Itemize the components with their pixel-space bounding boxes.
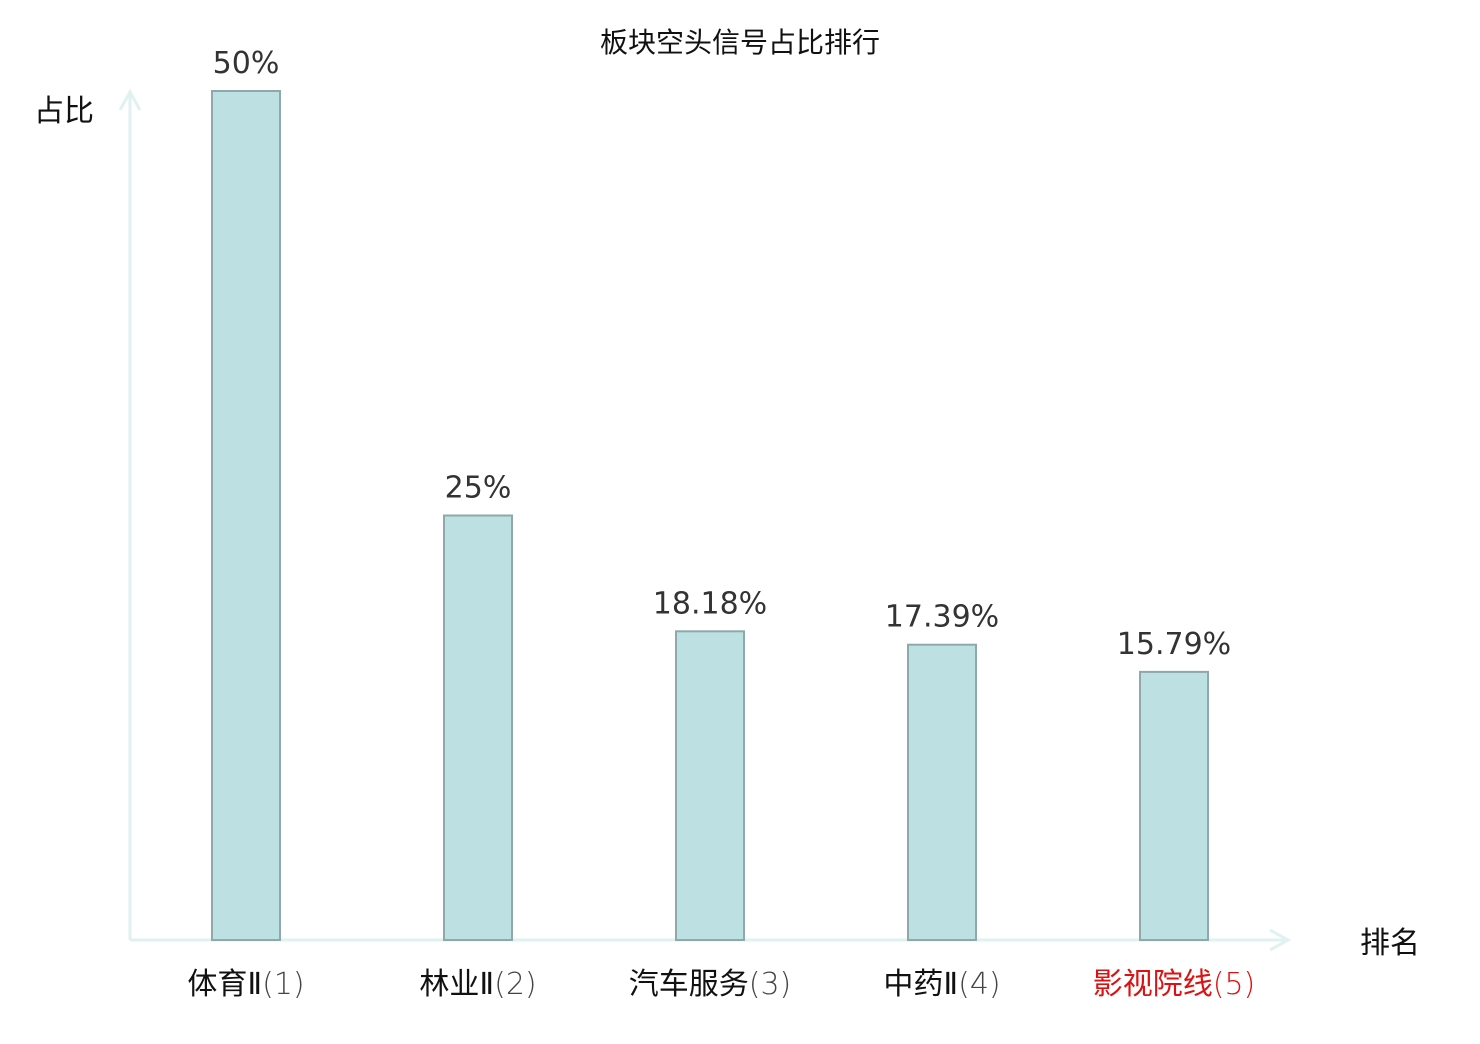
category-name: 汽车服务 bbox=[629, 967, 749, 1002]
category-name: 林业Ⅱ bbox=[419, 967, 494, 1002]
value-label: 50% bbox=[213, 46, 280, 81]
category-label: 影视院线(5) bbox=[1093, 967, 1256, 1002]
category-label: 汽车服务(3) bbox=[629, 967, 792, 1002]
bar bbox=[211, 90, 281, 941]
y-axis-label: 占比 bbox=[34, 94, 94, 129]
category-rank: (2) bbox=[494, 967, 537, 1002]
value-label: 18.18% bbox=[653, 586, 767, 621]
category-name: 中药Ⅱ bbox=[883, 967, 958, 1002]
bars-group bbox=[211, 90, 1209, 941]
category-name: 影视院线 bbox=[1093, 967, 1213, 1002]
category-name: 体育Ⅱ bbox=[187, 967, 262, 1002]
value-label: 17.39% bbox=[885, 600, 999, 635]
category-rank: (4) bbox=[958, 967, 1001, 1002]
bar bbox=[675, 630, 745, 941]
category-rank: (5) bbox=[1213, 967, 1256, 1002]
bar bbox=[1139, 670, 1209, 941]
x-axis-arrow bbox=[1269, 928, 1292, 952]
category-labels-group: 体育Ⅱ(1) 林业Ⅱ(2) 汽车服务(3) 中药Ⅱ(4) 影视院线(5) bbox=[187, 967, 1255, 1002]
bar bbox=[443, 514, 513, 941]
value-label: 25% bbox=[445, 471, 512, 506]
chart-title: 板块空头信号占比排行 bbox=[600, 26, 880, 59]
value-labels-group: 50% 25% 18.18% 17.39% 15.79% bbox=[213, 46, 1232, 662]
category-rank: (1) bbox=[262, 967, 305, 1002]
category-label: 中药Ⅱ(4) bbox=[883, 967, 1000, 1002]
bar bbox=[907, 643, 977, 941]
category-rank: (3) bbox=[749, 967, 792, 1002]
y-axis-arrow bbox=[118, 88, 142, 111]
value-label: 15.79% bbox=[1117, 627, 1231, 662]
category-label: 林业Ⅱ(2) bbox=[419, 967, 536, 1002]
x-axis-label: 排名 bbox=[1360, 926, 1420, 961]
category-label: 体育Ⅱ(1) bbox=[187, 967, 304, 1002]
